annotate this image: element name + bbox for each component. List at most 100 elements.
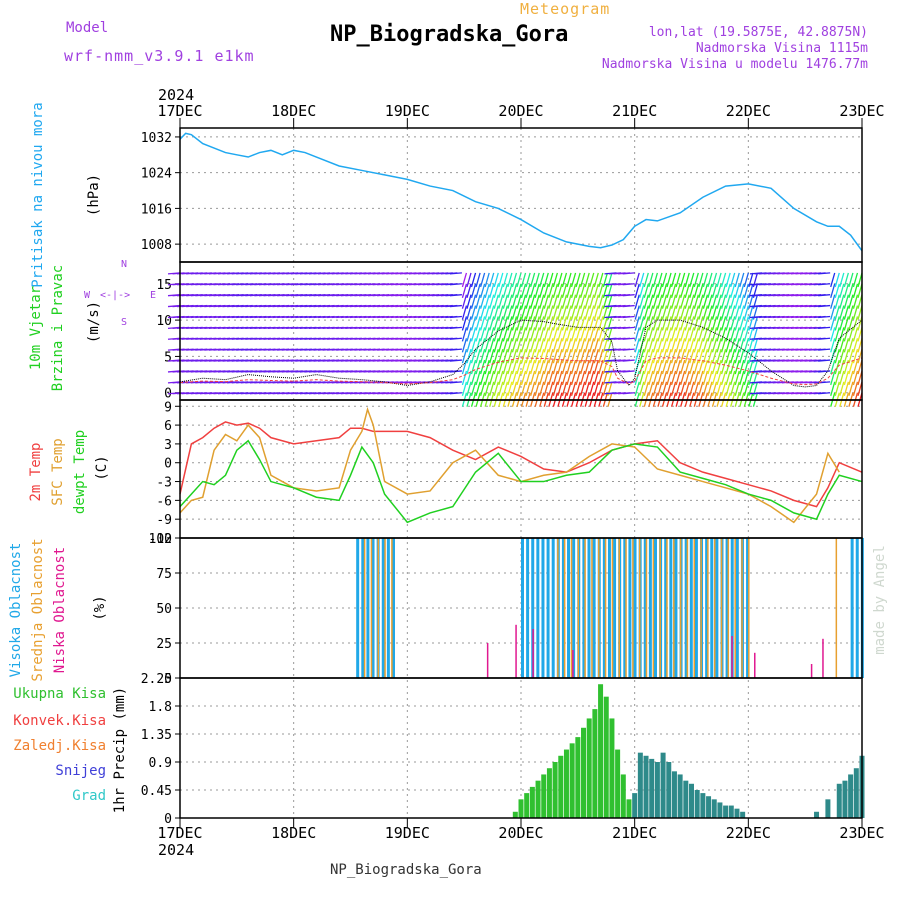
wind-barb [598,283,604,298]
wind-barb [489,327,495,342]
wind-barb [648,348,654,364]
wind-barb [834,316,840,331]
wind-barb [648,305,654,320]
wind-barb [693,294,699,309]
wind-barb [852,283,859,298]
wind-barb [534,327,540,342]
wind-barb [684,272,690,288]
y-tick-label: 0 [164,812,172,827]
wind-barb [648,294,654,309]
wind-barb [525,381,531,397]
wind-barb [834,381,840,397]
wind-barb [525,338,531,353]
wind-barb [511,348,518,364]
wind-barb [693,327,699,342]
wind-barb [839,348,845,364]
wind-barb [716,338,722,353]
model-altitude-label: Nadmorska Visina u modelu 1476.77m [601,57,868,72]
wind-barb [516,338,522,353]
wind-barb [475,283,481,298]
cloud-high-bar [684,538,688,678]
wind-barb [552,359,558,375]
wind-barb [475,359,481,375]
cloud-high-bar [361,538,365,678]
wind-barb [839,316,845,331]
wind-barb [561,359,568,375]
wind-barb [470,348,477,364]
wind-barb [593,370,599,386]
precip-legend-0: Ukupna Kisa [13,686,106,702]
wind-barb [557,359,563,375]
wind-barb [720,327,727,342]
wind-barb [839,359,845,375]
meteogram-label: Meteogram [520,0,611,18]
cloud-high-bar [356,538,360,678]
wind-unit: (m/s) [86,301,102,343]
wind-barb [475,272,481,288]
wind-barb [652,316,659,331]
wind-barb [589,294,595,309]
wind-barb [739,272,745,288]
precip-unit: 1hr Precip (mm) [112,687,128,813]
cloud-high-bar [371,538,375,678]
wind-barb [684,294,690,309]
wind-barb [498,316,504,331]
wind-barb [684,305,690,320]
wind-barb [511,381,518,397]
y-tick-label: 15 [156,278,172,293]
wind-barb [449,348,462,351]
wind-barb [566,272,572,288]
wind-barb [570,305,577,320]
wind-barb [530,316,536,331]
wind-barb [589,381,595,397]
wind-barb [743,370,749,386]
precip-bar [711,799,717,818]
cloud-high-bar [643,538,647,678]
y-tick-label: -6 [156,494,172,509]
cloud-mid-bar [638,538,641,678]
wind-barb [584,283,590,298]
wind-barb [507,283,513,298]
wind-barb [466,359,472,375]
wind-barb [716,283,722,298]
cloud-mid-bar [611,538,614,678]
pressure-unit: (hPa) [86,174,102,216]
wind-barb [548,294,554,309]
year-bottom: 2024 [158,841,194,859]
wind-barb [711,316,718,331]
wind-barb [848,359,854,375]
cloud-high-bar [653,538,657,678]
wind-barb [734,327,740,342]
y-tick-label: 9 [164,400,172,415]
wind-barb [461,294,468,309]
wind-barb [818,304,831,308]
wind-barb [643,327,649,342]
x-label-bottom: 22DEC [726,824,771,842]
wind-barb [748,305,754,320]
wind-barb [680,327,686,342]
wind-barb [534,348,540,364]
wind-barb [684,338,690,353]
wind-barb [584,294,590,309]
wind-barb [622,348,635,351]
wind-barb [480,370,486,386]
wind-barb [743,272,749,288]
wind-barb [852,370,859,386]
wind-barb [502,316,508,331]
wind-barb [570,316,577,331]
wind-barb [852,294,859,309]
wind-barb [711,370,718,386]
wind-barb [730,272,736,288]
y-tick-label: 100 [149,532,172,547]
wind-barb [489,338,495,353]
wind-barb [711,294,718,309]
wind-barb [689,338,695,353]
wind-barb [707,381,713,397]
wind-barb [525,316,531,331]
wind-barb [652,338,659,353]
wind-barb [570,338,577,353]
wind-barb [539,327,545,342]
wind-barb [580,294,586,309]
wind-barb [843,381,849,397]
